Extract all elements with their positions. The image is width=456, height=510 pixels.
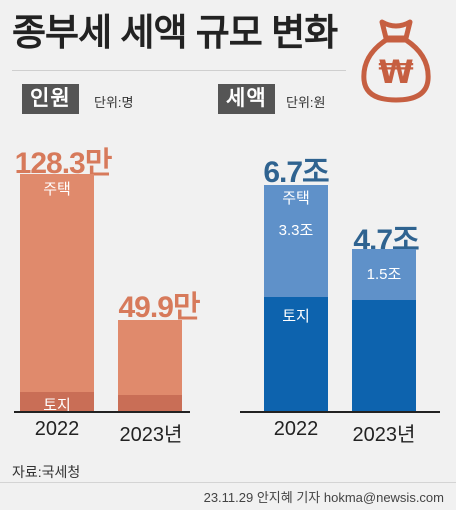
- people-year-2023: 2023년: [119, 424, 183, 446]
- title-divider: [12, 70, 346, 71]
- tax-2022-land-segment: [264, 297, 328, 412]
- people-2022-house-segment: [20, 174, 94, 392]
- tax-2023-house-value: 1.5조: [366, 266, 402, 283]
- tax-unit-label: 단위:원: [286, 95, 326, 110]
- tax-2022-value-label: 6.7조: [263, 156, 329, 189]
- tax-2022-house-value: 3.3조: [278, 222, 314, 239]
- tax-2022-house-segment: [264, 185, 328, 297]
- people-2023-value-label: 49.9만: [118, 291, 201, 324]
- page-title: 종부세 세액 규모 변화: [12, 12, 338, 53]
- tax-year-2023: 2023년: [352, 424, 416, 446]
- won-symbol: ₩: [378, 53, 413, 91]
- tax-2023-land-segment: [352, 300, 416, 412]
- people-land-label: 토지: [43, 397, 71, 414]
- people-unit-label: 단위:명: [94, 95, 134, 110]
- people-2023-land-segment: [118, 395, 182, 412]
- people-2022-land-segment: [20, 392, 94, 412]
- tax-2023-house-segment: [352, 249, 416, 300]
- people-2023-bar: [118, 320, 182, 412]
- tax-year-2022: 2022: [273, 418, 319, 440]
- people-axis-baseline: [14, 411, 190, 413]
- source-note: 자료:국세청: [12, 464, 81, 480]
- credit-line: 23.11.29 안지혜 기자 hokma@newsis.com: [203, 490, 444, 505]
- people-year-2022: 2022: [34, 418, 80, 440]
- tax-axis-baseline: [240, 411, 440, 413]
- money-bag-won-icon: ₩: [361, 19, 431, 103]
- people-2022-bar: 주택 토지: [20, 174, 94, 414]
- tax-house-label: 주택: [282, 190, 310, 207]
- people-chart-title: 인원: [22, 84, 79, 114]
- tax-2023-bar: 1.5조: [352, 249, 416, 412]
- footer-divider: [0, 482, 456, 483]
- people-2023-house-segment: [118, 320, 182, 395]
- people-house-label: 주택: [43, 181, 71, 198]
- tax-land-label: 토지: [282, 308, 310, 325]
- tax-chart-title: 세액: [218, 84, 275, 114]
- tax-2022-bar: 주택 3.3조 토지: [264, 185, 328, 412]
